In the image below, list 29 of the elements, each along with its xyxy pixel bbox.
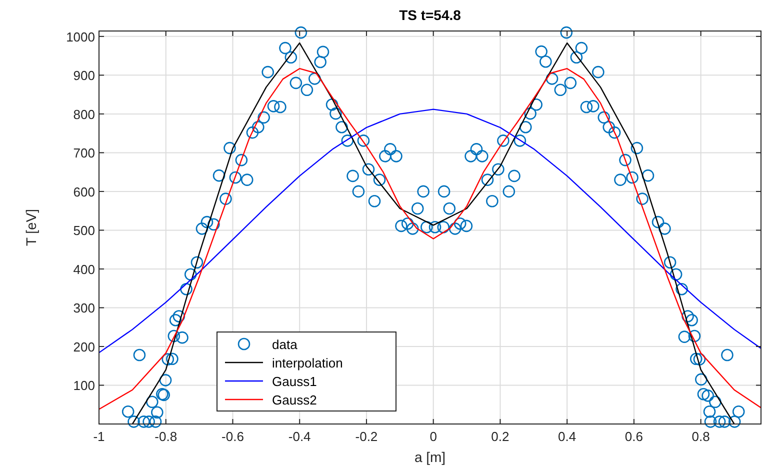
y-tick-label: 300 <box>73 300 95 316</box>
x-tick-label: -0.6 <box>222 429 244 444</box>
line-series <box>98 108 762 354</box>
y-axis-title: T [eV] <box>23 208 39 246</box>
x-tick-label: 0.8 <box>692 429 710 444</box>
y-tick-label: 900 <box>73 68 95 84</box>
line-series <box>98 68 762 410</box>
x-tick-label: -0.2 <box>355 429 378 444</box>
x-tick-label: -0.4 <box>288 429 311 444</box>
x-tick-label: -0.8 <box>154 429 178 444</box>
y-tick-label: 100 <box>73 378 95 394</box>
y-tick-label: 800 <box>73 106 95 122</box>
x-tick-label: 0.2 <box>491 429 510 444</box>
y-tick-label: 200 <box>73 339 95 354</box>
y-tick-label: 600 <box>73 184 95 200</box>
x-tick-label: 0.4 <box>558 429 576 444</box>
chart-title: TS t=54.8 <box>399 7 462 23</box>
x-axis-title: a [m] <box>414 449 446 465</box>
x-tick-label: -1 <box>93 429 105 444</box>
legend-label: interpolation <box>272 356 343 370</box>
y-tick-label: 700 <box>73 146 95 161</box>
legend-label: data <box>272 337 298 352</box>
x-tick-label: 0 <box>430 429 437 444</box>
y-tick-label: 1000 <box>66 29 95 44</box>
y-tick-label: 400 <box>73 262 95 277</box>
x-tick-label: 0.6 <box>624 429 643 444</box>
y-tick-label: 500 <box>73 223 95 238</box>
legend-label: Gauss2 <box>272 392 317 408</box>
legend-label: Gauss1 <box>272 374 317 389</box>
